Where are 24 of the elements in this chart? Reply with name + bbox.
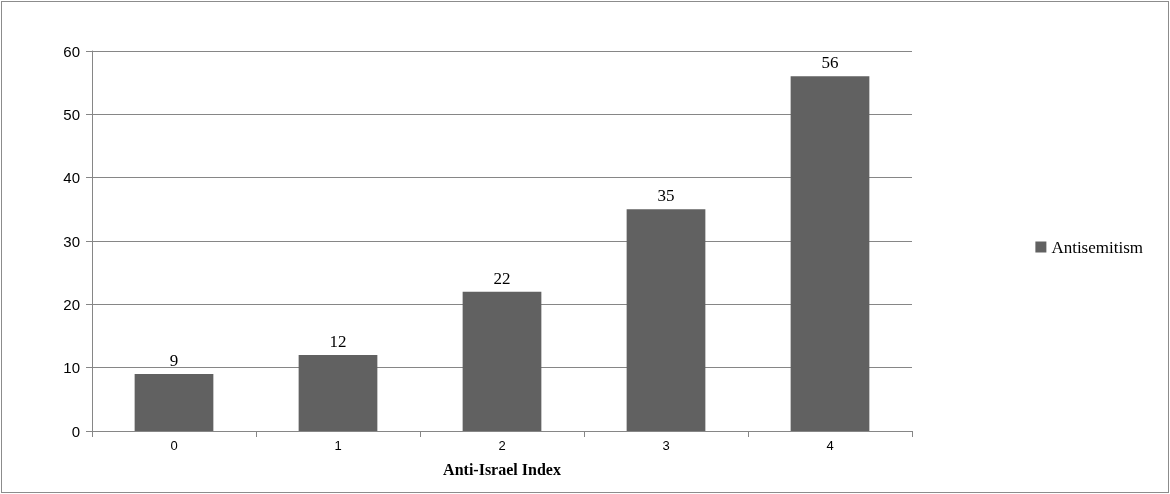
bar	[462, 291, 542, 431]
bar	[790, 76, 870, 431]
data-label: 22	[493, 268, 511, 288]
data-label: 35	[657, 186, 675, 206]
bar	[134, 374, 214, 431]
x-tick-label: 1	[334, 438, 342, 453]
y-tick-label: 60	[63, 42, 80, 60]
data-label: 12	[329, 332, 347, 351]
legend-label: Antisemitism	[1051, 237, 1144, 257]
y-tick-label: 0	[71, 422, 80, 440]
bar	[298, 355, 378, 431]
y-tick-label: 40	[63, 169, 80, 187]
x-axis-title: Anti-Israel Index	[443, 460, 561, 478]
x-tick-label: 3	[662, 438, 670, 453]
bar	[626, 209, 706, 431]
data-label: 56	[821, 53, 839, 73]
y-tick-label: 50	[63, 105, 80, 123]
y-tick-label: 10	[63, 359, 80, 377]
y-tick-label: 30	[63, 232, 80, 250]
y-tick-label: 20	[63, 295, 80, 313]
x-tick-label: 0	[170, 438, 178, 453]
x-tick-label: 2	[498, 438, 506, 453]
x-tick-label: 4	[826, 438, 834, 453]
data-label: 9	[169, 351, 179, 370]
